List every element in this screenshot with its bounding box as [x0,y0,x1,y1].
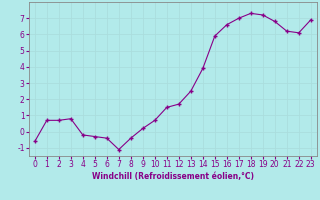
X-axis label: Windchill (Refroidissement éolien,°C): Windchill (Refroidissement éolien,°C) [92,172,254,181]
